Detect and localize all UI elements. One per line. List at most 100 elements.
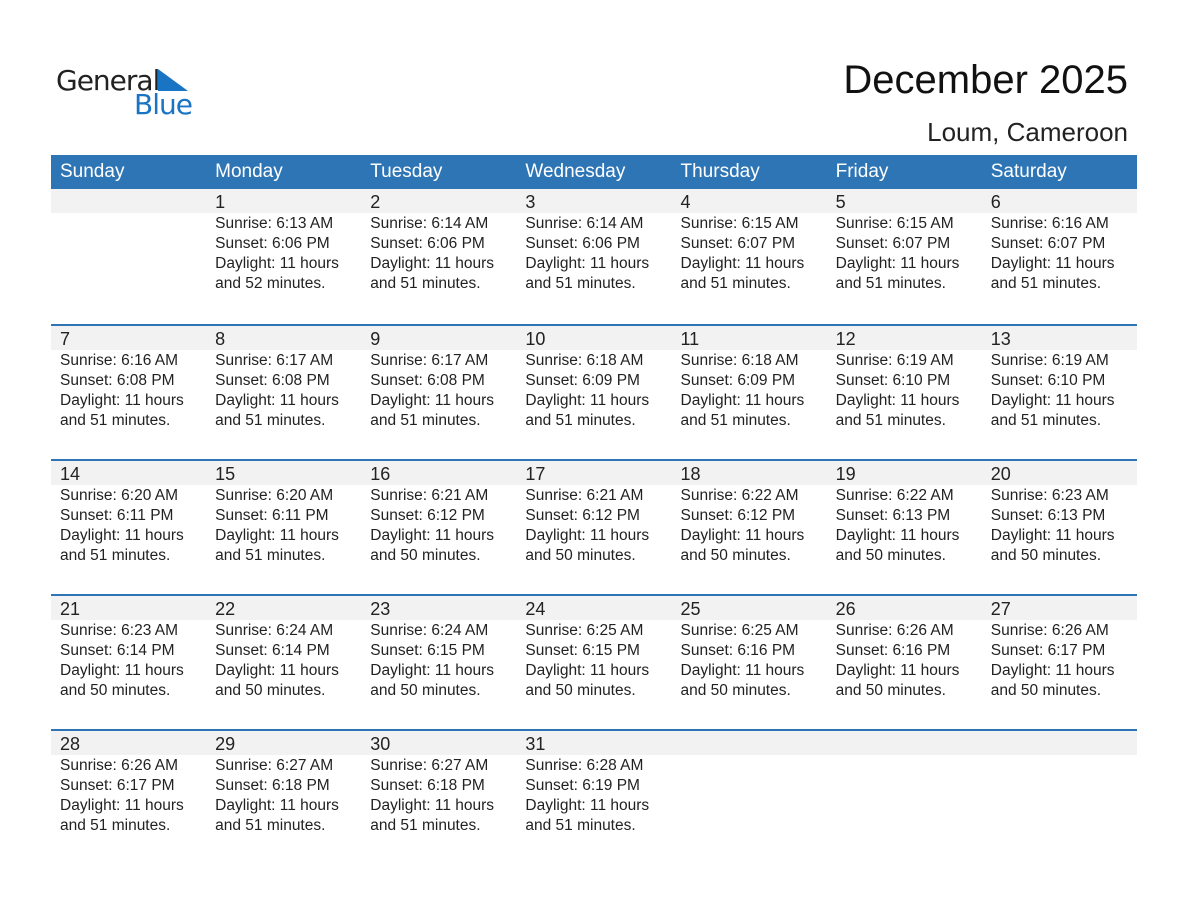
- daylight-minutes: and 51 minutes.: [525, 412, 636, 429]
- day-number: 16: [370, 464, 391, 484]
- week-row: 7 Sunrise: 6:16 AM Sunset: 6:08 PM Daylight…: [51, 324, 1137, 459]
- day-cell: 12 Sunrise: 6:19 AM Sunset: 6:10 PM Dayligh…: [827, 326, 982, 431]
- daylight-minutes: and 50 minutes.: [990, 547, 1102, 564]
- week-row: 21 Sunrise: 6:23 AM Sunset: 6:14 PM Dayligh…: [51, 594, 1137, 729]
- day-cell: 1 Sunrise: 6:13 AM Sunset: 6:06 PM Daylight…: [206, 189, 361, 294]
- day-number: 18: [680, 464, 701, 484]
- daylight-minutes: and 51 minutes.: [370, 817, 481, 834]
- day-cell: 27 Sunrise: 6:26 AM Sunset: 6:17 PM Dayligh…: [982, 596, 1137, 701]
- date-band: [51, 189, 1137, 213]
- day-number: 23: [370, 599, 391, 619]
- weekday-monday: Monday: [215, 161, 283, 182]
- daylight: Daylight: 11 hours: [215, 255, 339, 272]
- day-number: 9: [370, 329, 381, 349]
- daylight: Daylight: 11 hours: [835, 662, 960, 679]
- day-number: 21: [60, 599, 81, 619]
- day-cell: 19 Sunrise: 6:22 AM Sunset: 6:13 PM Dayligh…: [827, 461, 982, 566]
- sunset: Sunset: 6:15 PM: [525, 642, 640, 659]
- day-cell: 6 Sunrise: 6:16 AM Sunset: 6:07 PM Daylight…: [982, 189, 1137, 294]
- sunrise: Sunrise: 6:20 AM: [215, 487, 334, 504]
- daylight-minutes: and 51 minutes.: [525, 275, 636, 292]
- day-cell: 9 Sunrise: 6:17 AM Sunset: 6:08 PM Daylight…: [361, 326, 516, 431]
- sunset: Sunset: 6:17 PM: [60, 777, 175, 794]
- daylight-minutes: and 50 minutes.: [370, 547, 481, 564]
- weekday-saturday: Saturday: [990, 161, 1067, 182]
- day-cell: 30 Sunrise: 6:27 AM Sunset: 6:18 PM Dayligh…: [361, 731, 516, 836]
- sunset: Sunset: 6:19 PM: [525, 777, 640, 794]
- date-band: [51, 731, 1137, 755]
- day-cell: 11 Sunrise: 6:18 AM Sunset: 6:09 PM Dayligh…: [672, 326, 827, 431]
- sunrise: Sunrise: 6:26 AM: [990, 622, 1109, 639]
- day-number: 14: [60, 464, 81, 484]
- daylight-minutes: and 51 minutes.: [835, 412, 946, 429]
- daylight: Daylight: 11 hours: [370, 255, 495, 272]
- weekday-thursday: Thursday: [680, 161, 760, 182]
- daylight: Daylight: 11 hours: [215, 392, 339, 409]
- sunset: Sunset: 6:17 PM: [990, 642, 1106, 659]
- daylight-minutes: and 50 minutes.: [215, 682, 326, 699]
- day-cell: 18 Sunrise: 6:22 AM Sunset: 6:12 PM Dayligh…: [672, 461, 827, 566]
- sunrise: Sunrise: 6:14 AM: [525, 215, 644, 232]
- day-number: 4: [680, 192, 691, 212]
- location: Loum, Cameroon: [927, 117, 1128, 147]
- weekday-sunday: Sunday: [60, 161, 125, 182]
- weekday-friday: Friday: [835, 161, 889, 182]
- daylight: Daylight: 11 hours: [370, 527, 495, 544]
- daylight: Daylight: 11 hours: [680, 255, 805, 272]
- day-cell: 21 Sunrise: 6:23 AM Sunset: 6:14 PM Dayligh…: [51, 596, 206, 701]
- day-cell: 5 Sunrise: 6:15 AM Sunset: 6:07 PM Daylight…: [827, 189, 982, 294]
- daylight-minutes: and 51 minutes.: [60, 817, 171, 834]
- calendar: Sunday Monday Tuesday Wednesday Thursday Frid…: [51, 155, 1137, 864]
- sunrise: Sunrise: 6:23 AM: [60, 622, 179, 639]
- day-number: 31: [525, 734, 546, 754]
- day-number: 17: [525, 464, 546, 484]
- daylight-minutes: and 50 minutes.: [525, 547, 636, 564]
- daylight: Daylight: 11 hours: [215, 662, 339, 679]
- daylight-minutes: and 51 minutes.: [60, 547, 171, 564]
- sunset: Sunset: 6:06 PM: [525, 235, 640, 252]
- daylight-minutes: and 50 minutes.: [370, 682, 481, 699]
- sunrise: Sunrise: 6:23 AM: [990, 487, 1109, 504]
- sunset: Sunset: 6:18 PM: [215, 777, 330, 794]
- week-row: 14 Sunrise: 6:20 AM Sunset: 6:11 PM Dayligh…: [51, 459, 1137, 594]
- daylight-minutes: and 51 minutes.: [990, 275, 1102, 292]
- sunset: Sunset: 6:12 PM: [680, 507, 796, 524]
- daylight: Daylight: 11 hours: [835, 527, 960, 544]
- daylight-minutes: and 51 minutes.: [525, 817, 636, 834]
- logo-general: General: [56, 64, 160, 97]
- daylight: Daylight: 11 hours: [990, 662, 1115, 679]
- sunrise: Sunrise: 6:25 AM: [680, 622, 799, 639]
- sunrise: Sunrise: 6:19 AM: [835, 352, 954, 369]
- daylight-minutes: and 51 minutes.: [215, 817, 326, 834]
- day-number: 1: [215, 192, 226, 212]
- day-number: 12: [835, 329, 856, 349]
- sunrise: Sunrise: 6:19 AM: [990, 352, 1109, 369]
- day-cell: [672, 731, 827, 836]
- day-number: 15: [215, 464, 236, 484]
- daylight-minutes: and 51 minutes.: [60, 412, 171, 429]
- day-cell: 10 Sunrise: 6:18 AM Sunset: 6:09 PM Dayligh…: [516, 326, 671, 431]
- weekday-header: Sunday Monday Tuesday Wednesday Thursday Frid…: [51, 155, 1137, 189]
- page-title: December 2025: [843, 58, 1128, 102]
- day-number: 28: [60, 734, 81, 754]
- daylight: Daylight: 11 hours: [370, 392, 495, 409]
- day-number: 11: [680, 329, 700, 349]
- daylight: Daylight: 11 hours: [370, 797, 495, 814]
- sunset: Sunset: 6:18 PM: [370, 777, 485, 794]
- sunset: Sunset: 6:12 PM: [525, 507, 640, 524]
- sunset: Sunset: 6:14 PM: [215, 642, 330, 659]
- sunset: Sunset: 6:09 PM: [680, 372, 796, 389]
- daylight: Daylight: 11 hours: [680, 662, 805, 679]
- sunset: Sunset: 6:10 PM: [990, 372, 1106, 389]
- sunrise: Sunrise: 6:13 AM: [215, 215, 334, 232]
- day-cell: 25 Sunrise: 6:25 AM Sunset: 6:16 PM Dayligh…: [672, 596, 827, 701]
- sunrise: Sunrise: 6:28 AM: [525, 757, 644, 774]
- day-cell: [982, 731, 1137, 836]
- sunrise: Sunrise: 6:22 AM: [680, 487, 799, 504]
- sunset: Sunset: 6:06 PM: [370, 235, 485, 252]
- sunset: Sunset: 6:16 PM: [680, 642, 796, 659]
- daylight: Daylight: 11 hours: [525, 255, 650, 272]
- date-band: [51, 596, 1137, 620]
- sunrise: Sunrise: 6:24 AM: [370, 622, 489, 639]
- daylight-minutes: and 50 minutes.: [990, 682, 1102, 699]
